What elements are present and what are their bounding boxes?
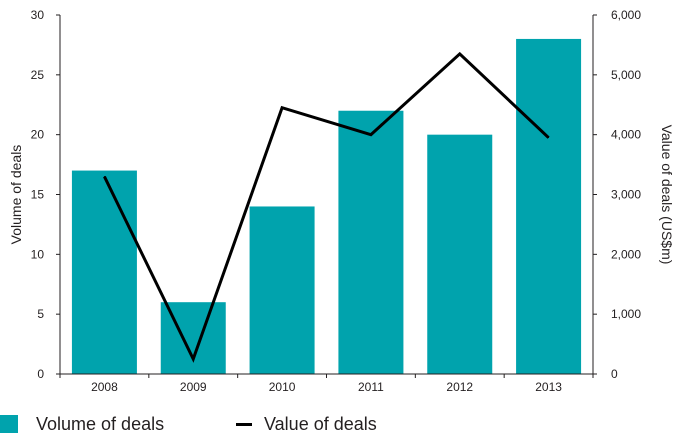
value-line <box>103 51 550 363</box>
right-tick-label: 2,000 <box>611 247 641 261</box>
right-tick-label: 3,000 <box>611 188 641 202</box>
legend: Volume of deals Value of deals <box>0 411 678 437</box>
legend-swatch-line <box>236 422 252 426</box>
left-axis-title: Volume of deals <box>8 145 24 245</box>
x-tick-label: 2013 <box>535 380 562 394</box>
right-tick-label: 1,000 <box>611 307 641 321</box>
bar-2011 <box>338 110 404 374</box>
bar-2012 <box>427 134 493 374</box>
left-tick-label: 25 <box>31 68 45 82</box>
x-tick-label: 2011 <box>358 380 384 394</box>
right-tick-label: 4,000 <box>611 128 641 142</box>
value-point-2009 <box>192 358 194 360</box>
value-point-2012 <box>459 53 461 55</box>
x-tick-label: 2010 <box>269 380 296 394</box>
left-tick-label: 0 <box>37 367 44 381</box>
left-tick-label: 15 <box>31 188 45 202</box>
legend-item-value: Value of deals <box>236 411 377 437</box>
value-point-2010 <box>281 107 283 109</box>
x-tick-label: 2009 <box>180 380 207 394</box>
value-point-2008 <box>103 176 105 178</box>
right-tick-label: 6,000 <box>611 8 641 22</box>
legend-label-volume: Volume of deals <box>36 413 165 434</box>
left-tick-label: 10 <box>31 247 45 261</box>
value-point-2013 <box>548 137 550 139</box>
x-tick-label: 2012 <box>446 380 473 394</box>
left-tick-label: 30 <box>31 8 45 22</box>
value-point-2011 <box>370 134 372 136</box>
legend-swatch-bar <box>0 415 18 433</box>
right-tick-label: 5,000 <box>611 68 641 82</box>
legend-label-value: Value of deals <box>264 413 377 434</box>
right-axis-title: Value of deals (US$m) <box>659 125 675 265</box>
combo-chart: 0 5 10 15 20 25 30 0 1,000 2,000 3,000 4,000 5,000 6,… <box>8 8 675 394</box>
bar-2008 <box>71 170 137 374</box>
left-tick-label: 20 <box>31 128 45 142</box>
right-tick-label: 0 <box>611 367 618 381</box>
left-tick-label: 5 <box>37 307 44 321</box>
x-tick-label: 2008 <box>91 380 118 394</box>
bar-2010 <box>249 206 315 374</box>
bar-2013 <box>516 38 582 374</box>
legend-item-volume: Volume of deals <box>0 411 164 437</box>
